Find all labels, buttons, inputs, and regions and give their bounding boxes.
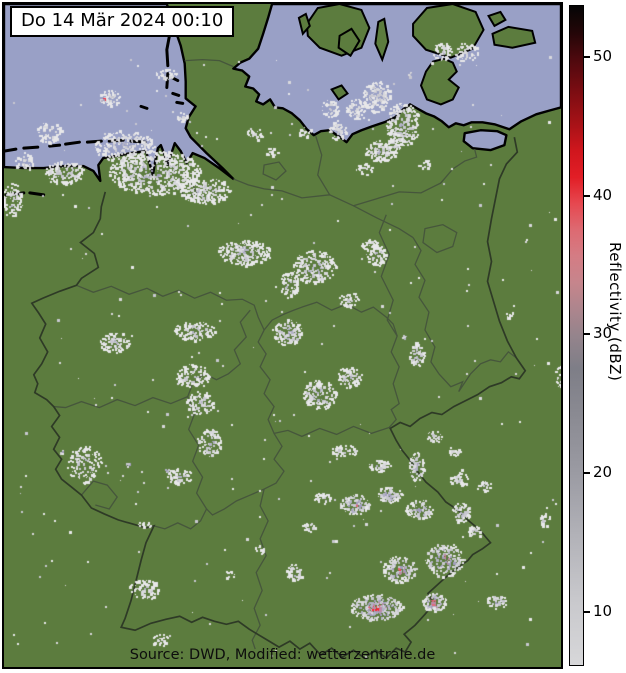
timestamp-box: Do 14 Mär 2024 00:10 (10, 6, 235, 37)
colorbar-tick-mark (584, 56, 590, 59)
colorbar-tick-label: 10 (593, 601, 613, 620)
germany-radar-map: Source: DWD, Modified: wetterzentrale.de (2, 2, 563, 669)
colorbar-tick-label: 30 (593, 324, 613, 343)
colorbar-tick-label: 40 (593, 186, 613, 205)
colorbar-tick-label: 20 (593, 462, 613, 481)
radar-echo-layer (4, 4, 561, 667)
colorbar-tick-mark (584, 471, 590, 474)
colorbar-tick-mark (584, 195, 590, 198)
colorbar-tick-label: 50 (593, 47, 613, 66)
colorbar-tick-mark (584, 610, 590, 613)
colorbar-tick-mark (584, 333, 590, 336)
colorbar (569, 5, 584, 666)
colorbar-axis-label: Reflectivity (dBZ) (606, 242, 624, 382)
source-credit: Source: DWD, Modified: wetterzentrale.de (129, 647, 436, 663)
timestamp-text: Do 14 Mär 2024 00:10 (21, 10, 224, 31)
